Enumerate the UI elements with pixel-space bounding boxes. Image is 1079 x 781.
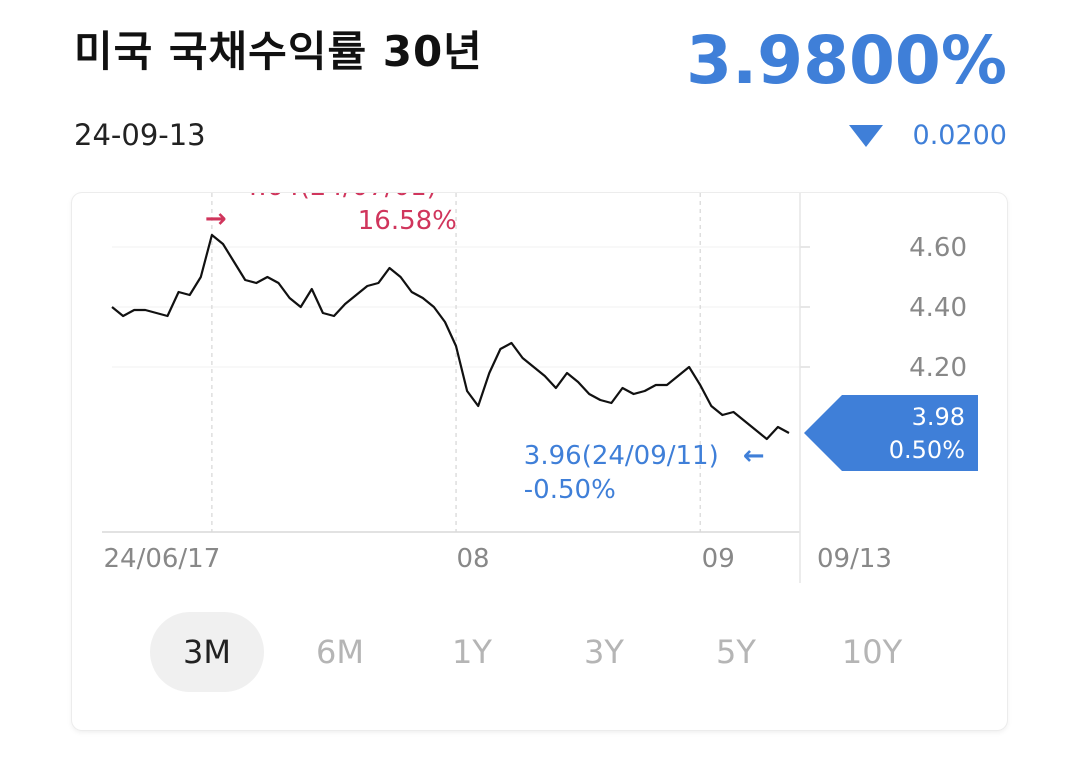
tab-3y[interactable]: 3Y — [584, 633, 624, 671]
y-tick-label: 4.60 — [909, 233, 967, 263]
current-tag-value: 3.98 — [912, 403, 965, 431]
tab-3m[interactable]: 3M — [150, 612, 264, 692]
x-tick-label: 09 — [702, 544, 735, 574]
change-indicator: 0.0200 — [848, 120, 1007, 151]
low-annotation-percent: -0.50% — [524, 475, 616, 505]
tab-1y[interactable]: 1Y — [452, 633, 492, 671]
x-tick-label: 08 — [457, 544, 490, 574]
tab-5y[interactable]: 5Y — [716, 633, 756, 671]
down-triangle-icon — [848, 124, 883, 147]
current-price-tag — [804, 395, 978, 471]
y-tick-label: 4.20 — [909, 353, 967, 383]
tab-10y[interactable]: 10Y — [841, 633, 903, 671]
page-title: 미국 국채수익률 30년 — [74, 27, 483, 76]
x-end-label: 09/13 — [817, 544, 892, 574]
change-value: 0.0200 — [912, 120, 1007, 151]
quote-date: 24-09-13 — [74, 118, 206, 152]
high-arrow-icon: → — [205, 204, 227, 234]
chart-annotations: → 4.64(24/07/01) 16.58% 3.96(24/09/11) -… — [205, 193, 978, 505]
low-annotation-value: 3.96(24/09/11) — [524, 441, 719, 471]
high-annotation-percent: 16.58% — [358, 206, 457, 236]
y-tick-label: 4.40 — [909, 293, 967, 323]
current-yield: 3.9800% — [686, 22, 1007, 99]
low-arrow-icon: ← — [743, 441, 765, 471]
high-annotation-value: 4.64(24/07/01) — [242, 193, 437, 202]
chart-axes — [102, 193, 810, 583]
series-line — [111, 233, 790, 441]
current-tag-percent: 0.50% — [889, 436, 965, 464]
x-tick-label: 24/06/17 — [103, 544, 220, 574]
tab-6m[interactable]: 6M — [316, 633, 364, 671]
chart-ticks: 4.60 4.40 4.20 24/06/17 08 09 09/13 — [103, 233, 967, 574]
chart-grid — [112, 193, 800, 532]
period-tabs: 3M 6M 1Y 3Y 5Y 10Y — [80, 612, 940, 692]
yield-chart[interactable]: 4.60 4.40 4.20 24/06/17 08 09 09/13 → 4.64(24/… — [72, 193, 1007, 730]
